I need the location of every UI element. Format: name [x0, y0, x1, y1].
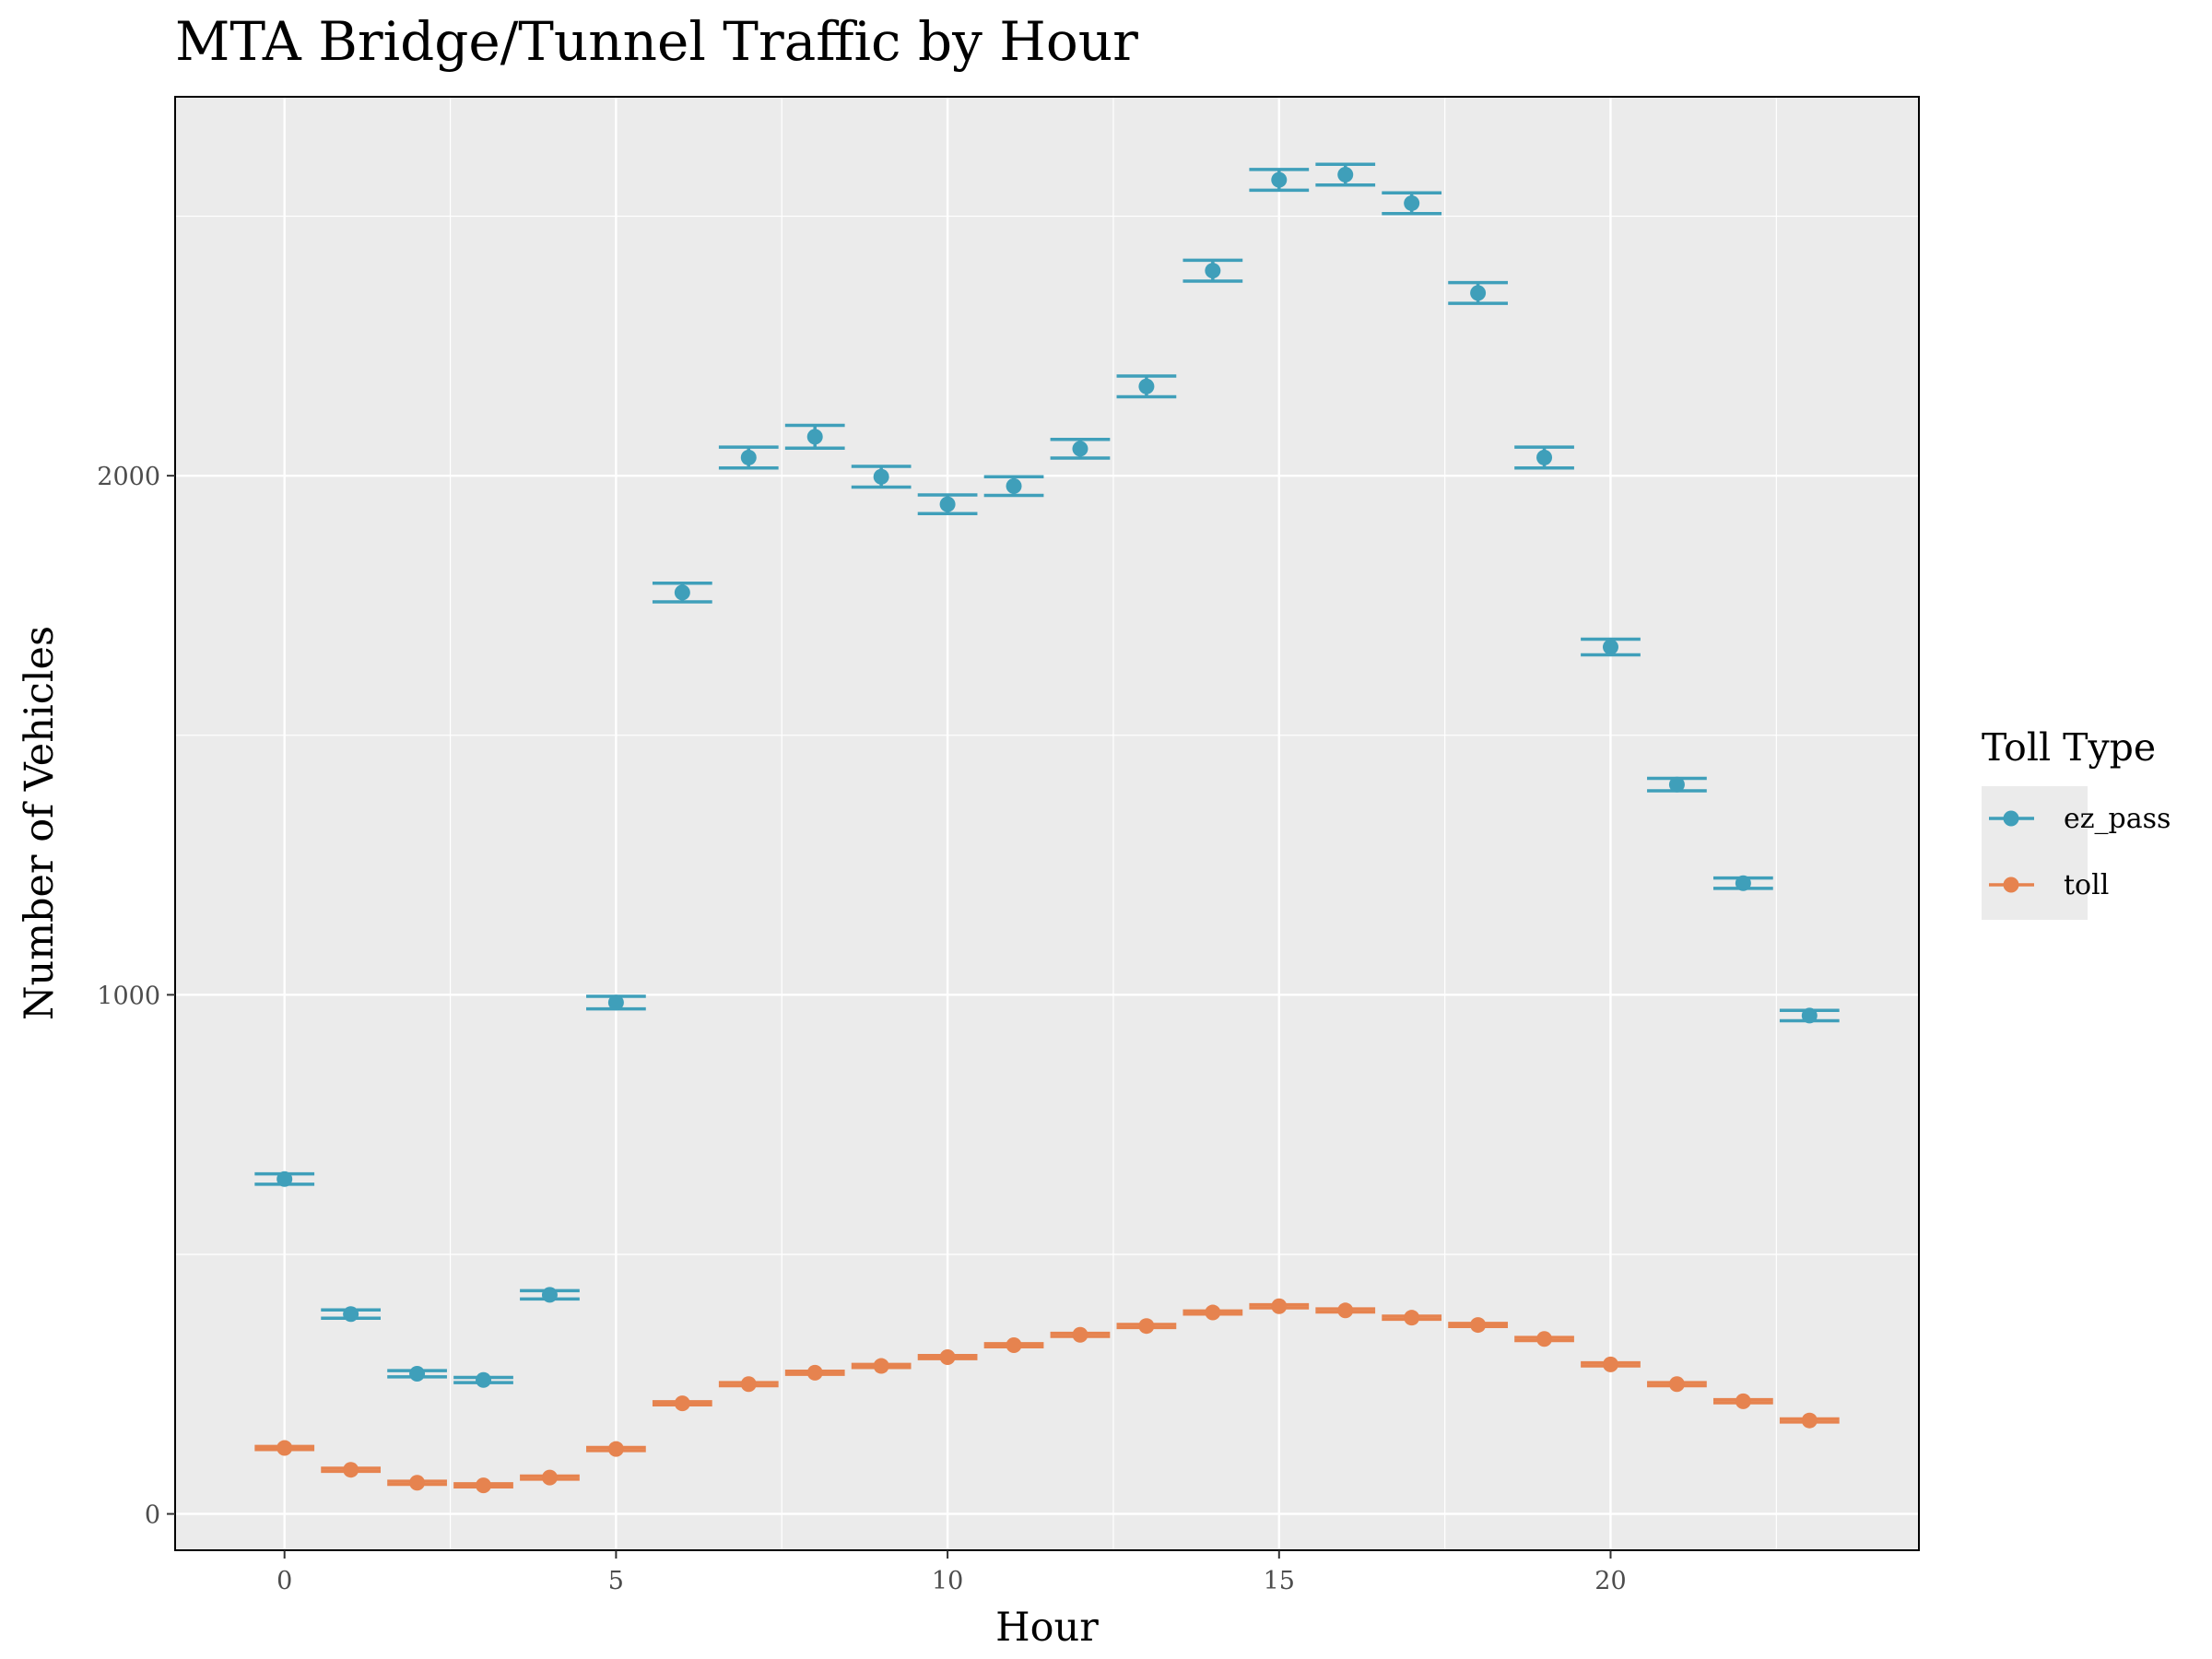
ez_pass-point: [740, 449, 757, 465]
toll-point: [1470, 1317, 1487, 1334]
toll-point: [740, 1376, 757, 1393]
x-tick-label: 0: [276, 1567, 292, 1595]
toll-point: [1668, 1376, 1685, 1393]
toll-point: [1735, 1393, 1751, 1409]
x-tick-label: 20: [1594, 1567, 1626, 1595]
ez_pass-point: [1735, 875, 1751, 891]
toll-point: [541, 1469, 558, 1486]
x-tick-label: 5: [608, 1567, 624, 1595]
ez_pass-point: [873, 468, 889, 485]
toll-point: [1801, 1412, 1818, 1429]
ez_pass-point: [806, 429, 823, 445]
legend-key-toll-point: [2003, 877, 2019, 893]
toll-point: [806, 1364, 823, 1381]
ez_pass-point: [1801, 1007, 1818, 1024]
toll-point: [1337, 1302, 1354, 1319]
ez_pass-point: [343, 1306, 359, 1323]
plot-border: [174, 96, 1920, 1551]
ez_pass-point: [541, 1287, 558, 1303]
toll-point: [1138, 1318, 1155, 1335]
toll-point: [607, 1441, 624, 1457]
ez_pass-point: [1602, 639, 1618, 655]
legend-key-background: [1982, 786, 2088, 920]
toll-point: [939, 1348, 956, 1365]
ez_pass-point: [1006, 477, 1022, 494]
ez_pass-point: [1271, 171, 1288, 188]
y-axis-title: Number of Vehicles: [17, 626, 63, 1020]
ez_pass-point: [1205, 263, 1221, 279]
ez_pass-point: [1536, 449, 1553, 465]
toll-point: [1536, 1331, 1553, 1347]
toll-point: [1602, 1356, 1618, 1372]
chart-title: MTA Bridge/Tunnel Traffic by Hour: [175, 10, 1138, 73]
data-marks: [254, 162, 1840, 1494]
legend-label-ez_pass: ez_pass: [2064, 803, 2171, 835]
toll-point: [409, 1475, 426, 1491]
legend-title: Toll Type: [1982, 725, 2156, 770]
toll-point: [1271, 1298, 1288, 1314]
ez_pass-point: [607, 994, 624, 1011]
grid-lines: [175, 97, 1919, 1550]
y-tick-label: 0: [145, 1501, 160, 1530]
toll-point: [674, 1395, 690, 1412]
ez_pass-point: [1337, 166, 1354, 182]
ez_pass-point: [1138, 378, 1155, 394]
toll-point: [276, 1440, 293, 1456]
x-axis-title: Hour: [995, 1605, 1099, 1651]
x-tick-label: 15: [1264, 1567, 1295, 1595]
toll-point: [343, 1462, 359, 1478]
y-tick-label: 2000: [97, 463, 160, 491]
ez_pass-point: [1470, 285, 1487, 301]
legend-key-ez_pass-point: [2003, 810, 2019, 827]
ez_pass-point: [1404, 194, 1420, 211]
toll-point: [873, 1358, 889, 1374]
legend-label-toll: toll: [2064, 869, 2109, 901]
toll-point: [1404, 1310, 1420, 1326]
plot-panel: [175, 97, 1919, 1550]
axes: 0 5 10 15 20 0 1000 2000: [97, 463, 1626, 1595]
toll-point: [1006, 1337, 1022, 1354]
ez_pass-point: [1668, 776, 1685, 793]
toll-point: [1205, 1304, 1221, 1321]
ez_pass-point: [939, 496, 956, 512]
ez_pass-point: [1072, 441, 1088, 457]
ez_pass-point: [476, 1371, 492, 1388]
x-tick-label: 10: [932, 1567, 963, 1595]
ez_pass-point: [674, 584, 690, 601]
ez_pass-point: [409, 1366, 426, 1382]
toll-point: [476, 1477, 492, 1494]
toll-point: [1072, 1326, 1088, 1343]
ez_pass-point: [276, 1171, 293, 1187]
y-tick-label: 1000: [97, 982, 160, 1010]
